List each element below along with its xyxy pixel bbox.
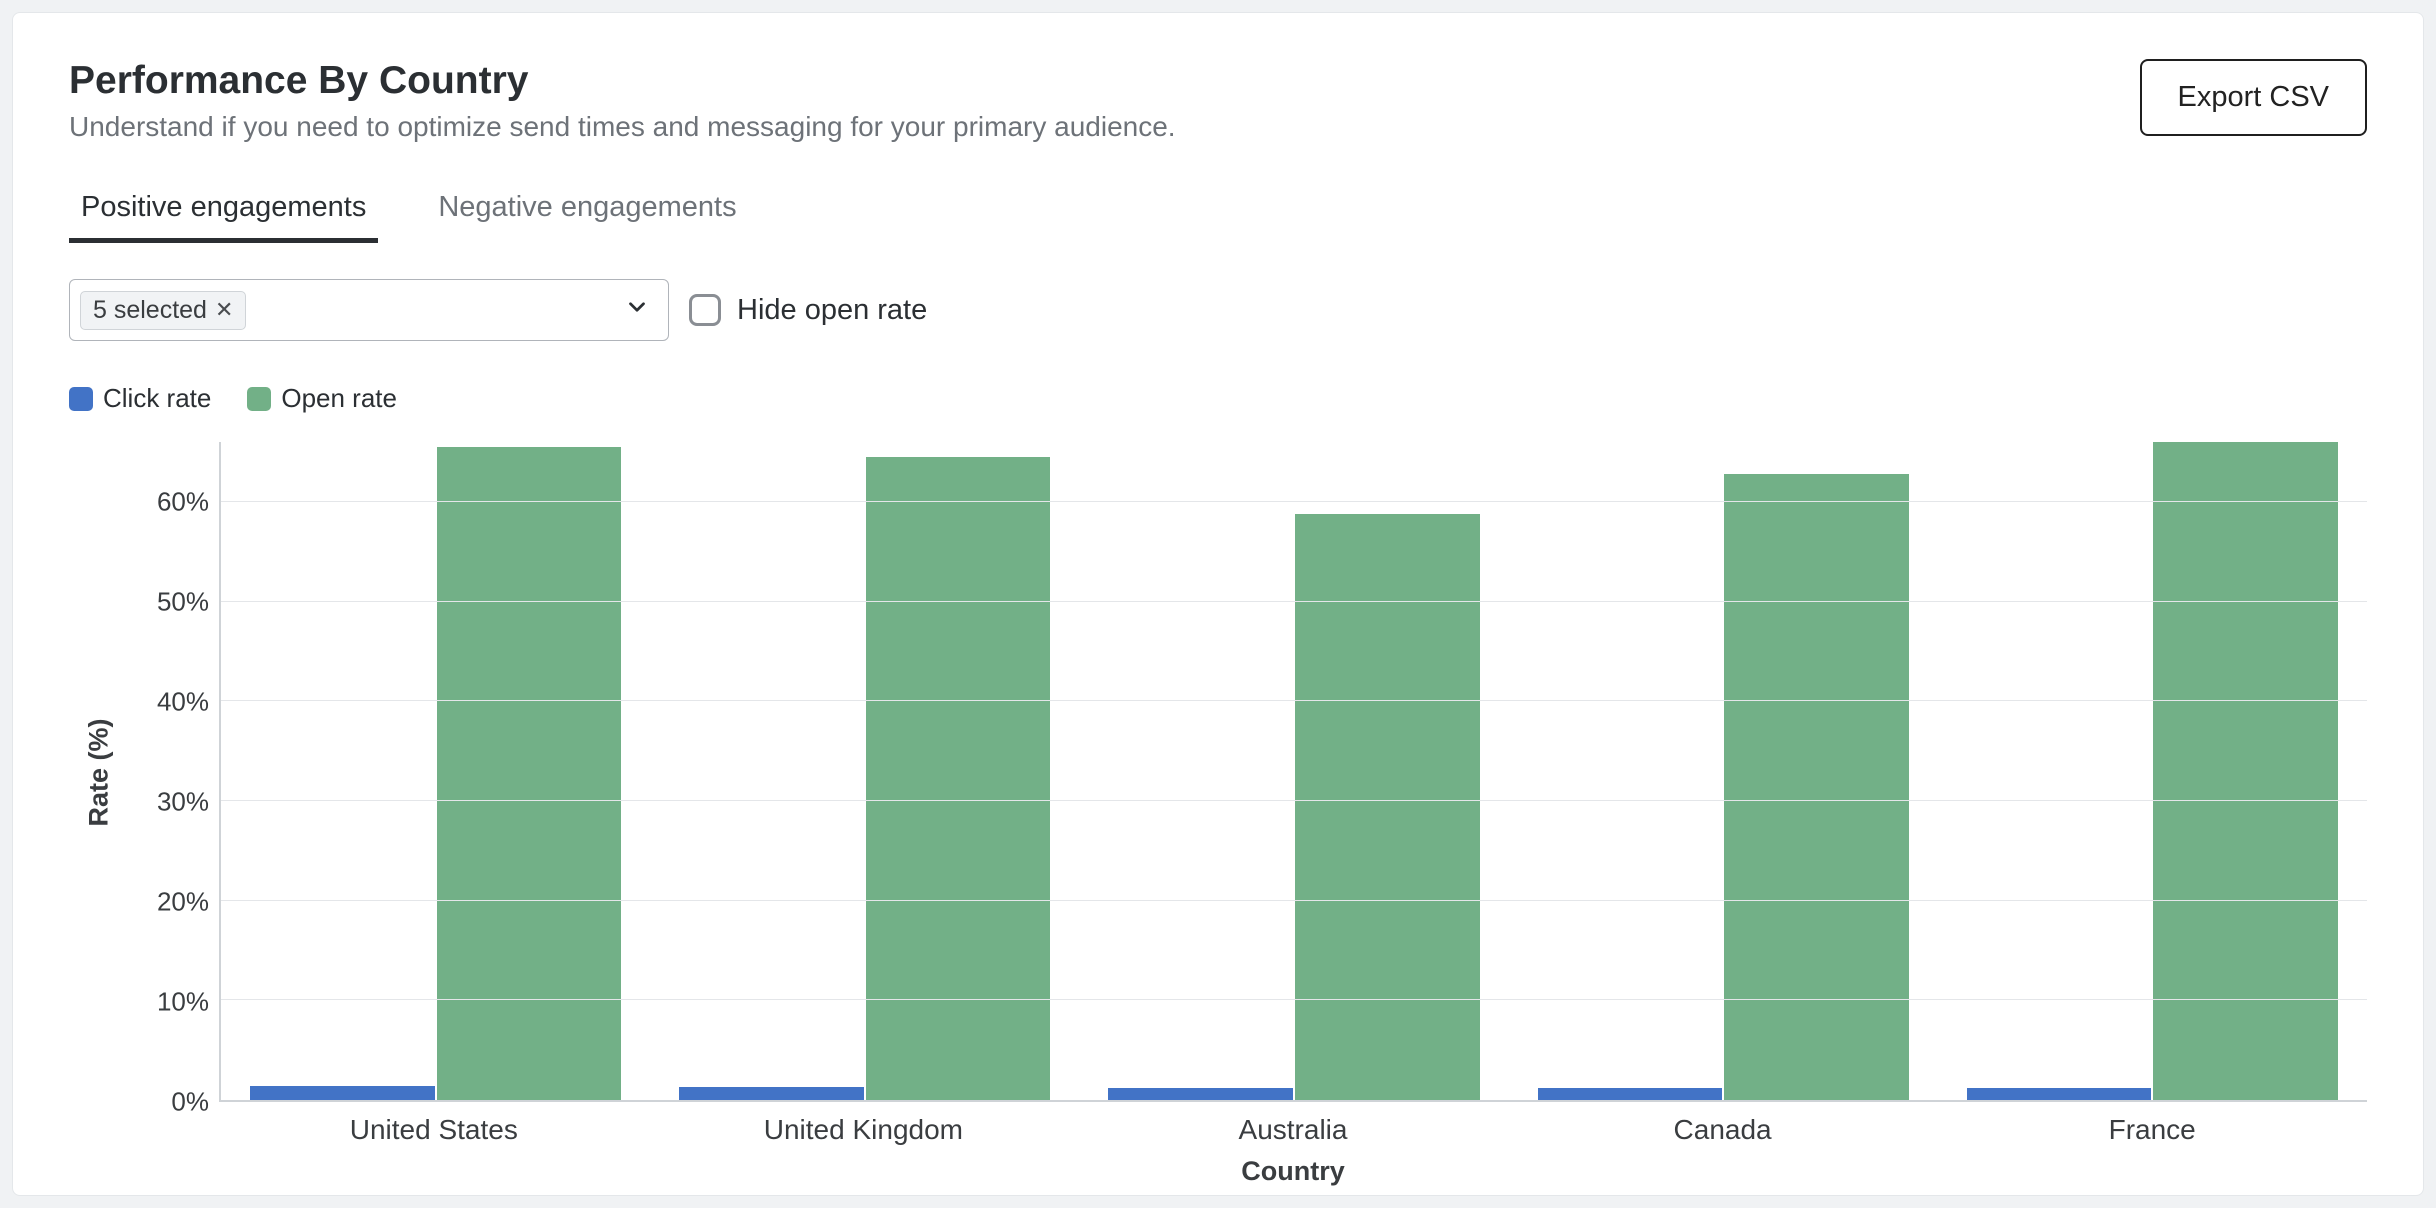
x-tick-label: Canada	[1508, 1114, 1938, 1146]
hide-open-rate-label: Hide open rate	[737, 294, 927, 327]
bar	[866, 457, 1051, 1100]
bar	[1295, 514, 1480, 1100]
y-tick-label: 20%	[157, 887, 209, 918]
bar	[1724, 474, 1909, 1100]
y-tick-label: 60%	[157, 487, 209, 518]
plot-area	[219, 442, 2367, 1102]
grid-line	[221, 999, 2367, 1000]
x-tick-label: United States	[219, 1114, 649, 1146]
bars-layer	[221, 442, 2367, 1100]
filter-chip[interactable]: 5 selected ✕	[80, 291, 246, 330]
chart-legend: Click rate Open rate	[69, 383, 2367, 414]
x-tick-label: France	[1937, 1114, 2367, 1146]
card-title: Performance By Country	[69, 59, 1176, 103]
legend-label-click: Click rate	[103, 383, 211, 414]
legend-item-click-rate: Click rate	[69, 383, 211, 414]
y-tick-label: 10%	[157, 987, 209, 1018]
y-tick-label: 40%	[157, 687, 209, 718]
bar	[1108, 1088, 1293, 1100]
tab-negative-engagements[interactable]: Negative engagements	[426, 191, 748, 243]
export-csv-button[interactable]: Export CSV	[2140, 59, 2368, 136]
bar	[679, 1087, 864, 1100]
legend-swatch-open	[247, 387, 271, 411]
x-axis-title: Country	[219, 1156, 2367, 1187]
y-axis-ticks: 0%10%20%30%40%50%60%	[129, 442, 219, 1102]
x-tick-label: United Kingdom	[649, 1114, 1079, 1146]
filter-chip-label: 5 selected	[93, 296, 207, 325]
grid-line	[221, 501, 2367, 502]
x-axis-labels: United StatesUnited KingdomAustraliaCana…	[219, 1114, 2367, 1146]
grid-line	[221, 900, 2367, 901]
y-tick-label: 30%	[157, 787, 209, 818]
chevron-down-icon	[624, 294, 650, 327]
country-filter-dropdown[interactable]: 5 selected ✕	[69, 279, 669, 341]
bar-group	[1938, 442, 2367, 1100]
bar-group	[650, 442, 1079, 1100]
y-axis-title: Rate (%)	[84, 718, 115, 826]
engagement-tabs: Positive engagements Negative engagement…	[69, 191, 2367, 243]
bar	[437, 447, 622, 1100]
legend-item-open-rate: Open rate	[247, 383, 397, 414]
legend-swatch-click	[69, 387, 93, 411]
bar-group	[221, 442, 650, 1100]
grid-line	[221, 700, 2367, 701]
bar	[250, 1086, 435, 1100]
legend-label-open: Open rate	[281, 383, 397, 414]
hide-open-rate-checkbox[interactable]	[689, 294, 721, 326]
tab-positive-engagements[interactable]: Positive engagements	[69, 191, 378, 243]
grid-line	[221, 800, 2367, 801]
grid-line	[221, 601, 2367, 602]
bar	[1538, 1088, 1723, 1100]
card-subtitle: Understand if you need to optimize send …	[69, 111, 1176, 143]
bar	[1967, 1088, 2152, 1100]
bar	[2153, 442, 2338, 1100]
x-tick-label: Australia	[1078, 1114, 1508, 1146]
performance-by-country-card: Performance By Country Understand if you…	[12, 12, 2424, 1196]
country-rate-chart: Rate (%) 0%10%20%30%40%50%60%	[69, 442, 2367, 1102]
y-tick-label: 50%	[157, 587, 209, 618]
bar-group	[1509, 442, 1938, 1100]
y-tick-label: 0%	[171, 1087, 209, 1118]
bar-group	[1079, 442, 1508, 1100]
clear-filter-icon[interactable]: ✕	[215, 297, 233, 323]
